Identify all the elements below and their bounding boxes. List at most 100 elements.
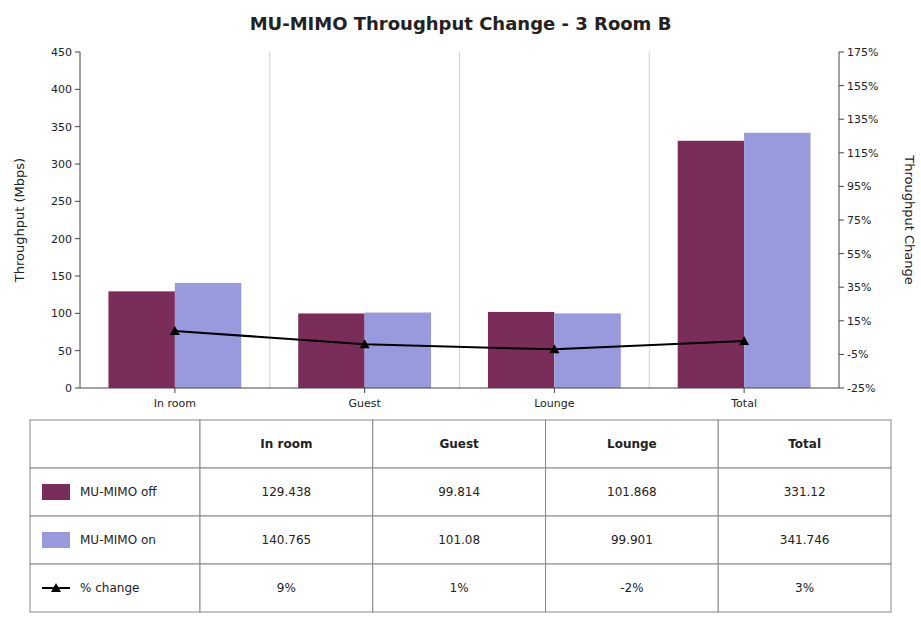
- y2-axis-label: Throughput Change: [902, 154, 917, 284]
- group-divider: [649, 52, 650, 388]
- legend-swatch: [42, 532, 70, 548]
- x-tick-label: Total: [730, 397, 757, 410]
- table-value: -2%: [620, 581, 643, 595]
- line-marker: [739, 336, 749, 345]
- table-value: 101.08: [438, 533, 480, 547]
- legend-swatch: [42, 484, 70, 500]
- table-value: 101.868: [607, 485, 657, 499]
- y2-tick: [839, 320, 844, 321]
- y-tick: [75, 164, 80, 165]
- y-tick-label: 0: [65, 382, 72, 395]
- bar: [108, 291, 174, 388]
- y2-tick-label: 15%: [847, 315, 871, 328]
- y2-tick-label: 135%: [847, 113, 878, 126]
- bar: [744, 133, 810, 388]
- table-cell: [546, 468, 719, 516]
- y-tick: [75, 388, 80, 389]
- x-tick-label: In room: [154, 397, 196, 410]
- table-cell: [200, 468, 373, 516]
- table-value: 341.746: [780, 533, 830, 547]
- y-tick-label: 350: [51, 121, 72, 134]
- table-value: 99.901: [611, 533, 653, 547]
- y-tick: [75, 313, 80, 314]
- table-header: Total: [788, 437, 821, 451]
- line-marker: [170, 326, 180, 335]
- table-value: 331.12: [784, 485, 826, 499]
- x-tick: [554, 388, 555, 393]
- table-cell: [546, 516, 719, 564]
- table-cell: [30, 468, 200, 516]
- table-cell: [546, 420, 719, 468]
- table-header: Lounge: [607, 437, 657, 451]
- y-tick: [75, 276, 80, 277]
- y-tick-label: 50: [58, 345, 72, 358]
- y2-tick-label: -25%: [847, 382, 875, 395]
- table-cell: [546, 564, 719, 612]
- y2-tick: [839, 119, 844, 120]
- y-tick-label: 200: [51, 233, 72, 246]
- table-value: 140.765: [262, 533, 312, 547]
- legend-swatch: [51, 583, 61, 592]
- x-tick: [744, 388, 745, 393]
- line: [175, 331, 744, 349]
- table-header: In room: [260, 437, 312, 451]
- x-tick: [174, 388, 175, 393]
- y2-tick: [839, 253, 844, 254]
- y2-tick: [839, 85, 844, 86]
- y2-tick-label: 55%: [847, 248, 871, 261]
- bar: [298, 313, 364, 388]
- table-cell: [373, 564, 546, 612]
- y-axis-label: Throughput (Mbps): [12, 158, 27, 283]
- title: MU-MIMO Throughput Change - 3 Room B: [250, 13, 672, 34]
- y-axis-line: [80, 52, 81, 388]
- table-cell: [30, 564, 200, 612]
- y2-tick-label: 35%: [847, 281, 871, 294]
- legend-label: MU-MIMO on: [80, 533, 156, 547]
- table-value: 3%: [795, 581, 814, 595]
- line-marker: [549, 344, 559, 353]
- y-tick: [75, 201, 80, 202]
- table-cell: [200, 516, 373, 564]
- bar: [365, 313, 431, 388]
- table-cell: [200, 564, 373, 612]
- y-tick-label: 250: [51, 195, 72, 208]
- y-tick-label: 450: [51, 46, 72, 59]
- y2-tick: [839, 354, 844, 355]
- legend-label: MU-MIMO off: [80, 485, 157, 499]
- table-cell: [30, 516, 200, 564]
- legend-label: % change: [80, 581, 139, 595]
- table-value: 129.438: [262, 485, 312, 499]
- y-tick-label: 100: [51, 307, 72, 320]
- table-value: 1%: [450, 581, 469, 595]
- y-tick: [75, 238, 80, 239]
- group-divider: [459, 52, 460, 388]
- y2-tick-label: 95%: [847, 180, 871, 193]
- y2-tick-label: -5%: [847, 348, 868, 361]
- table-cell: [30, 420, 200, 468]
- y-tick-label: 300: [51, 158, 72, 171]
- x-tick: [364, 388, 365, 393]
- y-tick: [75, 126, 80, 127]
- y2-tick-label: 175%: [847, 46, 878, 59]
- y-tick: [75, 52, 80, 53]
- legend-table: In room Guest Lounge Total MU-MIMO off 129.43…: [30, 420, 891, 612]
- table-cell: [373, 468, 546, 516]
- table-header: Guest: [439, 437, 479, 451]
- y2-tick-label: 75%: [847, 214, 871, 227]
- table-cell: [718, 468, 891, 516]
- y2-tick: [839, 152, 844, 153]
- y2-tick: [839, 287, 844, 288]
- y2-tick-label: 115%: [847, 147, 878, 160]
- line-marker: [360, 339, 370, 348]
- chart: MU-MIMO Throughput Change - 3 Room B 0 50 1…: [0, 0, 921, 638]
- y-tick-label: 150: [51, 270, 72, 283]
- y-tick: [75, 89, 80, 90]
- table-cell: [718, 564, 891, 612]
- x-axis-line: [80, 388, 839, 389]
- table-cell: [373, 420, 546, 468]
- y-tick-label: 400: [51, 83, 72, 96]
- table-cell: [718, 420, 891, 468]
- x-tick-label: Guest: [348, 397, 381, 410]
- table-cell: [718, 516, 891, 564]
- plot-area: [108, 133, 810, 388]
